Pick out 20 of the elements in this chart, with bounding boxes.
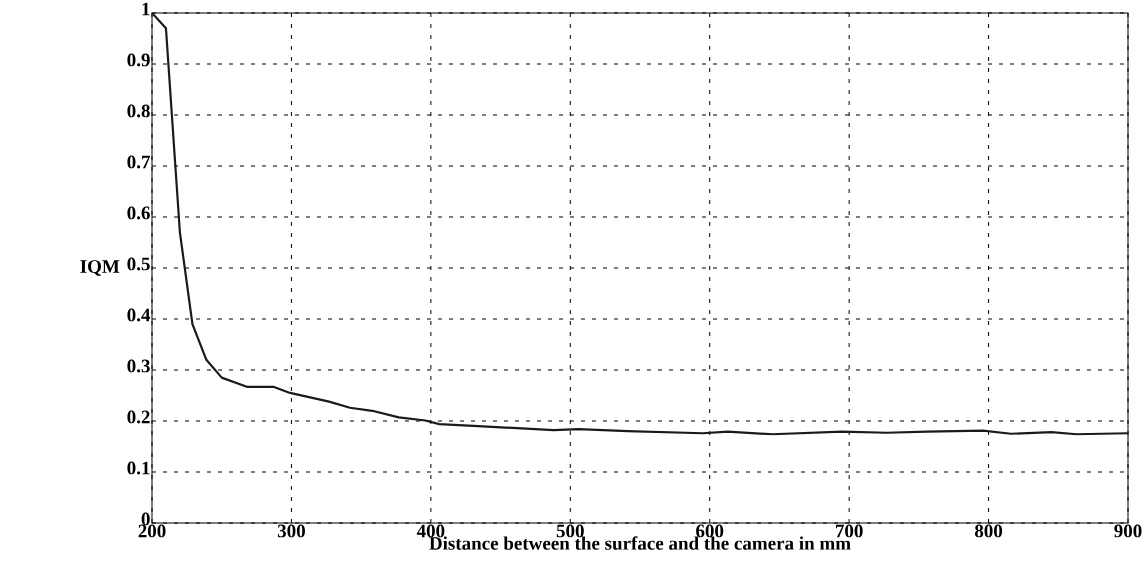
- y-tick-label: 0.6: [127, 206, 150, 220]
- x-tick-label: 900: [1114, 524, 1142, 538]
- y-tick-label: 0.7: [127, 155, 150, 169]
- y-tick-label: 0.4: [127, 308, 151, 322]
- x-tick-label: 200: [138, 524, 166, 538]
- y-tick-label: 0.8: [127, 104, 150, 118]
- y-tick-label: 1: [142, 2, 150, 16]
- y-axis-title: IQM: [80, 260, 120, 276]
- x-tick-label: 700: [835, 524, 863, 538]
- y-tick-label: 0.2: [127, 410, 150, 424]
- y-tick-label: 0.3: [127, 359, 150, 373]
- x-tick-label: 800: [974, 524, 1003, 538]
- y-tick-label: 0.5: [127, 257, 150, 271]
- x-tick-label: 300: [277, 524, 305, 538]
- x-tick-label: 600: [696, 524, 724, 538]
- y-tick-label: 0: [141, 512, 150, 526]
- x-tick-label: 400: [416, 524, 445, 538]
- x-tick-label: 500: [556, 524, 584, 538]
- y-tick-label: 0.9: [127, 53, 150, 67]
- y-tick-label: 0.1: [127, 461, 150, 475]
